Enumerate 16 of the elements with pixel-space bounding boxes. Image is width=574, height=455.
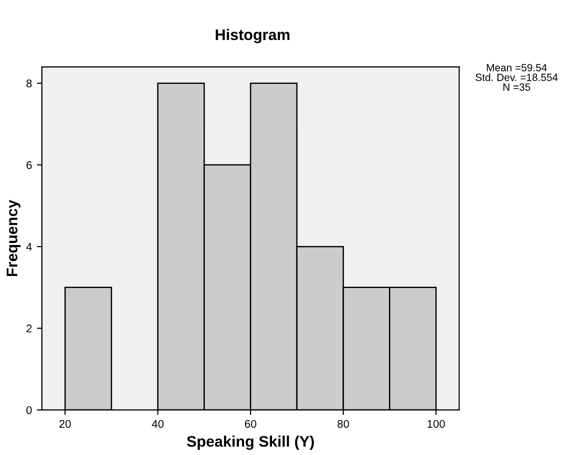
text: Std. Dev. =18.554 — [476, 73, 558, 82]
y-tick-label: 0 — [26, 406, 32, 414]
chart-title: Histogram — [216, 28, 290, 44]
x-tick-label: 40 — [152, 420, 164, 428]
y-axis-title: Frequency — [6, 200, 20, 276]
y-tick-label: 8 — [26, 79, 32, 88]
x-tick-label: 20 — [59, 420, 71, 428]
y-tick-label: 4 — [26, 242, 32, 251]
x-axis-title: Speaking Skill (Y) — [186, 436, 314, 450]
x-tick-label: 60 — [244, 420, 256, 428]
x-tick-label: 80 — [338, 420, 350, 428]
y-tick-label: 6 — [26, 161, 32, 170]
x-tick-label: 100 — [428, 420, 445, 428]
text: Mean =59.54 — [486, 64, 547, 72]
text: N =35 — [503, 83, 530, 91]
y-tick-label: 2 — [26, 324, 32, 332]
